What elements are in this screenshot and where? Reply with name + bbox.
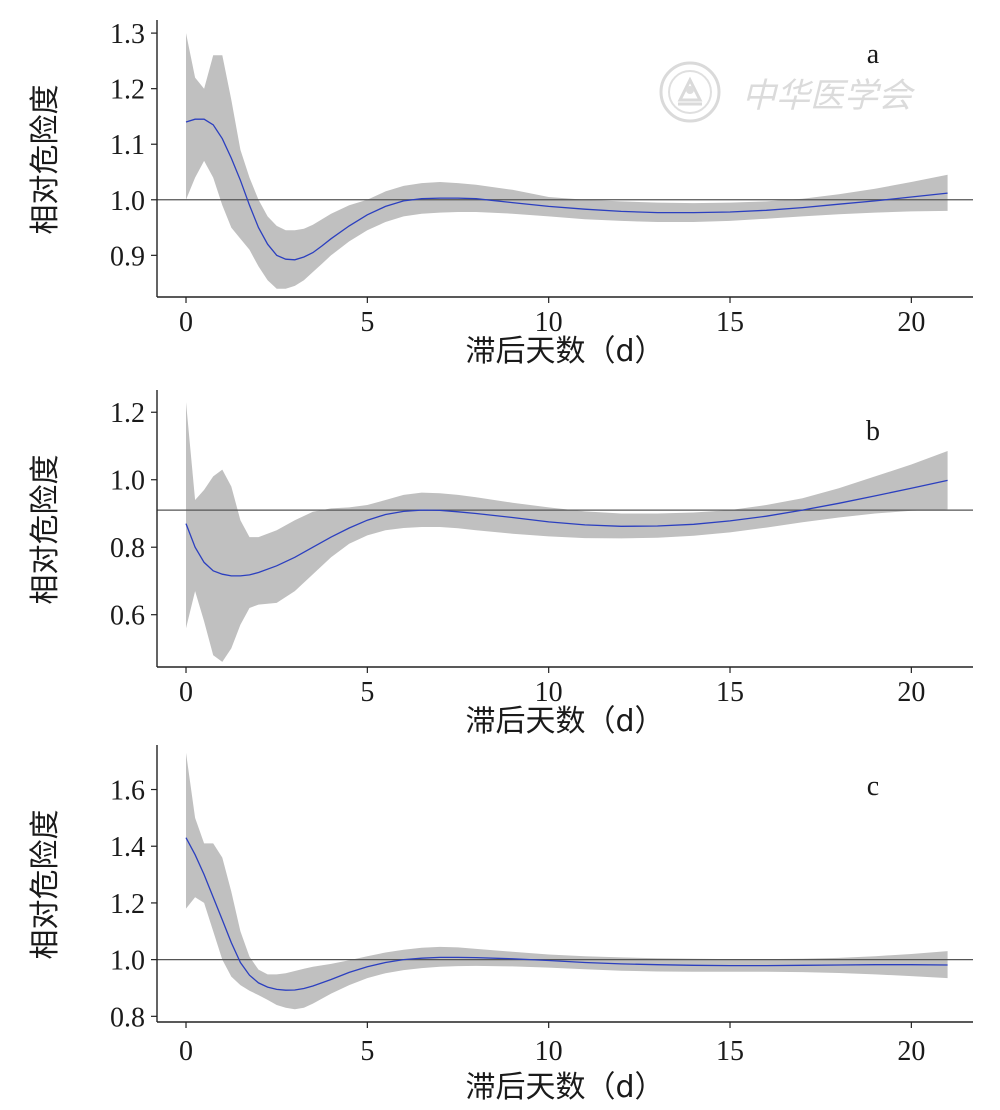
x-tick-label: 20 (897, 307, 925, 338)
chart-panel-c: 0.8 1.0 1.2 1.4 1.6 0 5 10 15 20 滞后天数（d） 相对危险度 c (28, 745, 973, 1105)
x-axis-label: 滞后天数（d） (465, 334, 664, 369)
watermark: 中华医学会 (659, 61, 916, 123)
x-axis-label: 滞后天数（d） (465, 1070, 664, 1105)
x-tick-label: 20 (897, 677, 925, 708)
confidence-band (186, 402, 948, 662)
y-tick-label: 1.0 (110, 946, 145, 977)
x-tick-label: 15 (716, 307, 744, 338)
y-axis-label: 相对危险度 (28, 85, 63, 235)
x-axis-label: 滞后天数（d） (465, 704, 664, 739)
x-tick-label: 20 (897, 1036, 925, 1067)
y-tick-label: 0.8 (110, 1002, 145, 1033)
y-tick-label: 0.9 (110, 241, 145, 272)
y-tick-label: 1.2 (110, 398, 145, 429)
y-tick-label: 1.0 (110, 466, 145, 497)
panel-label: c (867, 771, 879, 802)
y-tick-label: 1.6 (110, 776, 145, 807)
y-tick-label: 1.0 (110, 186, 145, 217)
x-tick-label: 0 (179, 1036, 193, 1067)
x-tick-label: 5 (360, 1036, 374, 1067)
y-axis-label: 相对危险度 (28, 455, 63, 605)
confidence-band (186, 752, 948, 1010)
y-tick-label: 1.2 (110, 75, 145, 106)
y-axis-label: 相对危险度 (28, 810, 63, 960)
chart-panel-b: 0.6 0.8 1.0 1.2 0 5 10 15 20 滞后天数（d） 相对危险度 b (28, 390, 973, 739)
y-tick-label: 1.2 (110, 889, 145, 920)
panel-label: b (866, 416, 880, 447)
x-tick-label: 5 (360, 677, 374, 708)
panel-label: a (867, 39, 880, 70)
estimate-line (185, 118, 948, 261)
chart-panels: 0.91.01.11.21.30 5 10 15 20滞后天数（d）相对危险度a0.60… (28, 19, 973, 1105)
x-tick-label: 10 (535, 307, 563, 338)
estimate-line (185, 837, 948, 991)
x-tick-label: 0 (179, 307, 193, 338)
chart-panel-a: 0.9 1.0 1.1 1.2 1.3 0 5 10 15 20 滞后天数（d） 相对危险度 a (28, 19, 973, 369)
x-tick-label: 0 (179, 677, 193, 708)
y-tick-label: 1.1 (110, 130, 145, 161)
estimate-line (185, 479, 948, 577)
x-tick-label: 5 (360, 307, 374, 338)
x-tick-label: 15 (716, 1036, 744, 1067)
watermark-text: 中华医学会 (742, 76, 916, 116)
x-tick-label: 10 (535, 1036, 563, 1067)
confidence-band (186, 33, 948, 289)
x-tick-label: 15 (716, 677, 744, 708)
x-tick-label: 10 (535, 677, 563, 708)
y-tick-label: 1.4 (110, 832, 145, 863)
society-seal-icon (659, 61, 721, 123)
y-tick-label: 0.8 (110, 533, 145, 564)
y-tick-label: 0.6 (110, 601, 145, 632)
y-tick-label: 1.3 (110, 19, 145, 50)
